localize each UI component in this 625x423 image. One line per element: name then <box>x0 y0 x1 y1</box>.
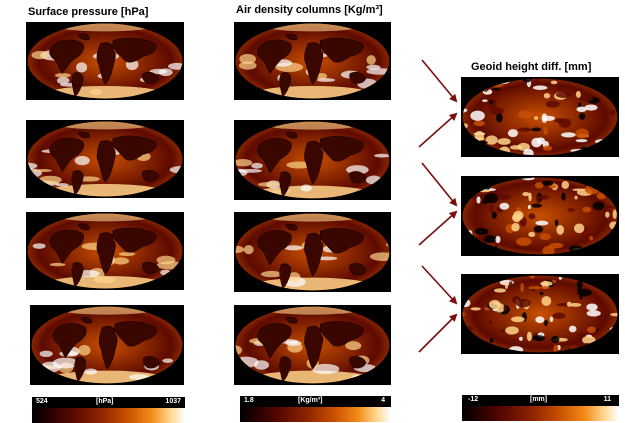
arrow-down-1 <box>421 59 458 103</box>
surface-pressure-map-1 <box>26 22 184 100</box>
density-colorbar-gradient <box>240 407 391 422</box>
air-density-title: Air density columns [Kg/m³] <box>236 4 383 16</box>
pressure-colorbar-max: 1037 <box>165 398 181 405</box>
density-colorbar-unit: [Kg/m³] <box>298 397 323 404</box>
pressure-colorbar: 524 [hPa] 1037 <box>32 397 185 423</box>
arrow-down-2 <box>421 162 458 207</box>
pressure-colorbar-min: 524 <box>36 398 48 405</box>
geoid-height-map-2 <box>461 176 619 256</box>
geoid-colorbar: -12 [mm] 11 <box>462 395 619 421</box>
surface-pressure-map-3 <box>26 212 184 290</box>
air-density-map-1 <box>234 22 391 100</box>
air-density-map-4 <box>234 305 391 385</box>
surface-pressure-title: Surface pressure [hPa] <box>28 6 149 18</box>
arrow-down-3 <box>421 265 458 305</box>
geoid-colorbar-unit: [mm] <box>530 396 548 403</box>
arrow-up-3 <box>418 313 458 353</box>
surface-pressure-map-2 <box>26 120 184 198</box>
density-colorbar-min: 1.8 <box>244 397 254 404</box>
geoid-colorbar-min: -12 <box>468 396 479 403</box>
density-colorbar-max: 4 <box>381 397 385 404</box>
geoid-height-title: Geoid height diff. [mm] <box>471 61 592 73</box>
pressure-colorbar-unit: [hPa] <box>96 398 114 405</box>
geoid-height-map-1 <box>461 77 619 157</box>
geoid-colorbar-max: 11 <box>603 396 611 403</box>
geoid-colorbar-gradient <box>462 406 619 421</box>
air-density-map-3 <box>234 212 391 292</box>
arrow-up-1 <box>418 112 458 148</box>
surface-pressure-map-4 <box>30 305 184 385</box>
density-colorbar: 1.8 [Kg/m³] 4 <box>240 396 391 422</box>
air-density-map-2 <box>234 120 391 200</box>
arrow-up-2 <box>418 210 458 246</box>
pressure-colorbar-gradient <box>32 408 185 423</box>
geoid-height-map-3 <box>461 274 619 354</box>
